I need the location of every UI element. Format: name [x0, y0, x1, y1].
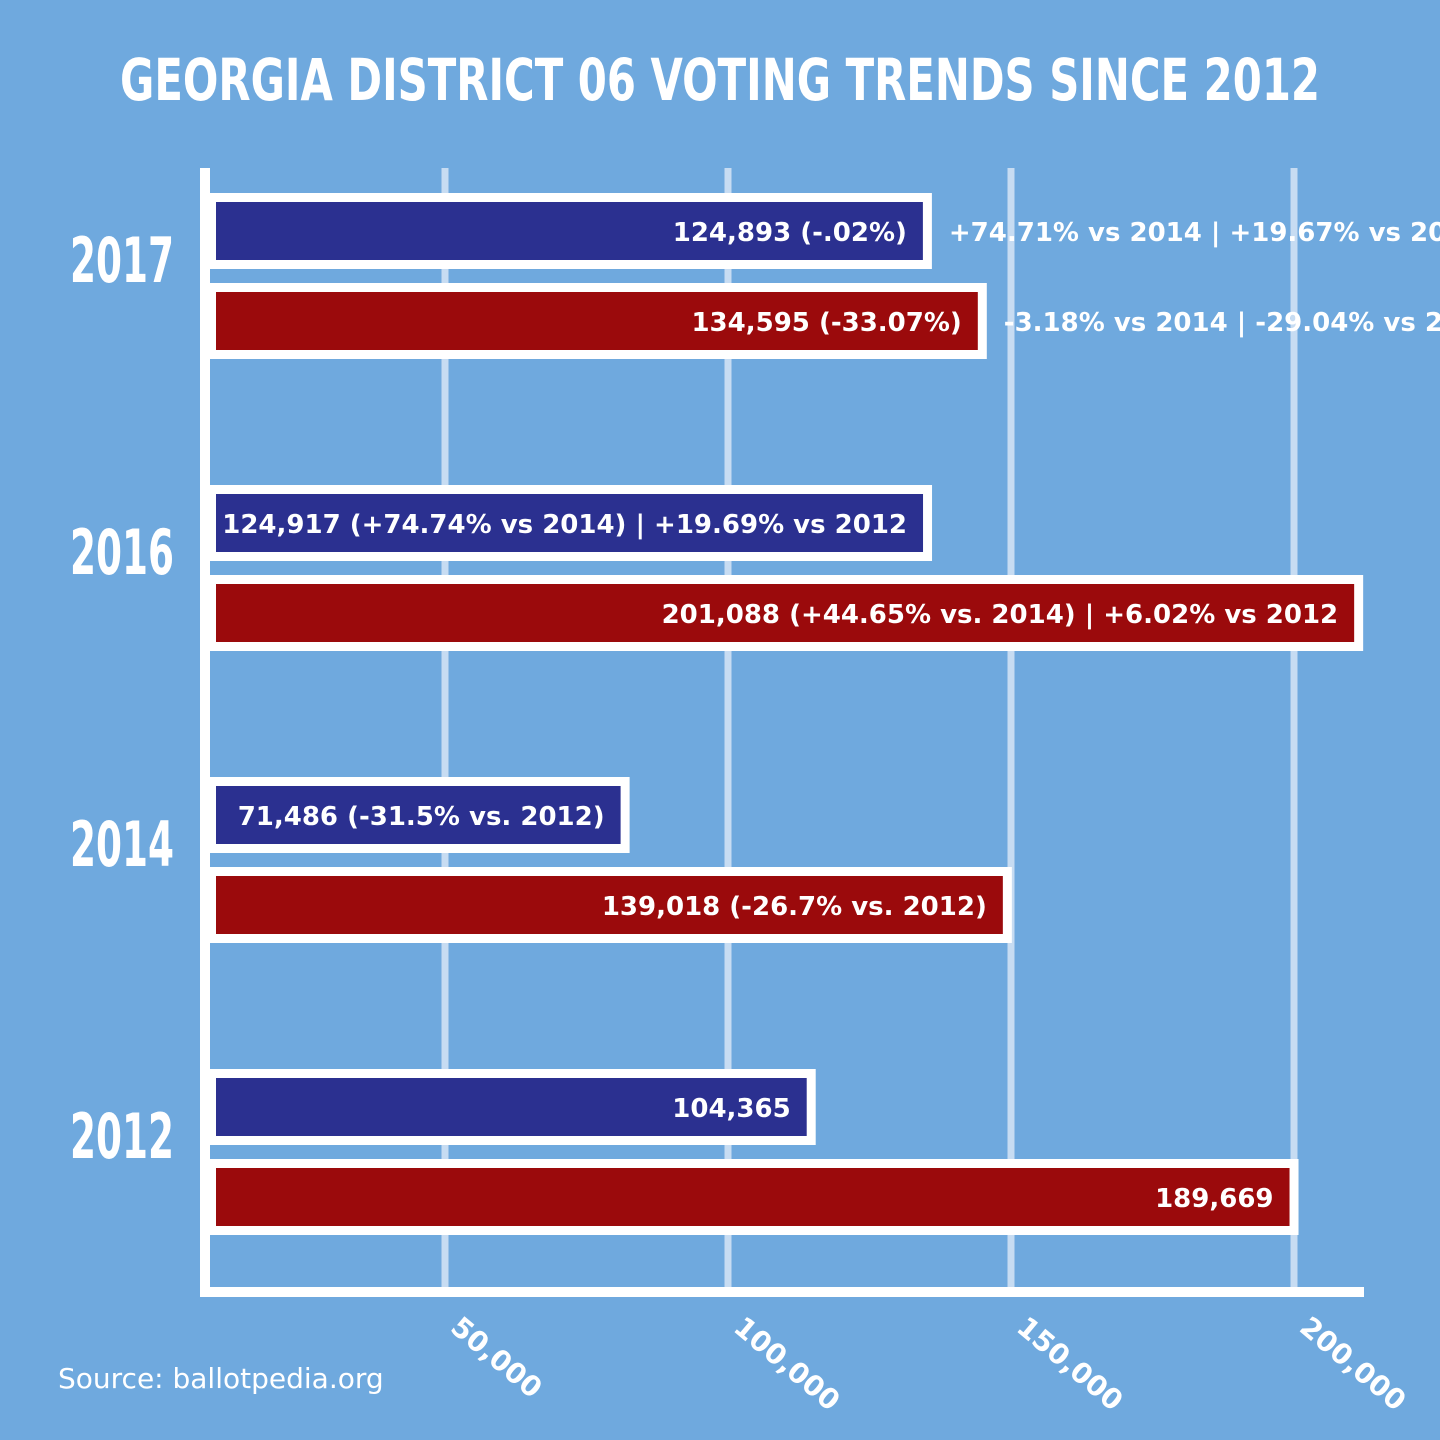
bar-value-label: 134,595 (-33.07%): [691, 308, 961, 338]
source-note: Source: ballotpedia.org: [58, 1362, 384, 1395]
axes: [200, 168, 1364, 1297]
bar-value-label: 124,917 (+74.74% vs 2014) | +19.69% vs 2…: [222, 510, 907, 540]
bar-2017-blue: [216, 202, 923, 260]
year-label-2016: 2016: [70, 516, 174, 589]
bar-2017-red: [216, 292, 978, 350]
bars: 124,893 (-.02%) +74.71% vs 2014 | +19.67%…: [207, 193, 1440, 1235]
chart-title: GEORGIA DISTRICT 06 VOTING TRENDS SINCE …: [120, 46, 1320, 114]
year-label-2012: 2012: [70, 1100, 174, 1173]
bar-value-label: 189,669: [1155, 1184, 1273, 1214]
bar-value-label: 201,088 (+44.65% vs. 2014) | +6.02% vs 2…: [662, 600, 1339, 630]
bar-value-label: 71,486 (-31.5% vs. 2012): [238, 802, 605, 832]
bar-value-label: 104,365: [672, 1094, 790, 1124]
bar-2012-blue: [216, 1078, 807, 1136]
bar-value-label: 139,018 (-26.7% vs. 2012): [602, 892, 987, 922]
year-label-2014: 2014: [70, 808, 174, 881]
year-label-2017: 2017: [70, 224, 174, 297]
bar-2012-red: [216, 1168, 1290, 1226]
bar-value-label: 124,893 (-.02%): [673, 218, 907, 248]
bar-2014-blue: [216, 786, 621, 844]
bar-2014-red: [216, 876, 1003, 934]
bar-2016-red: [216, 584, 1355, 642]
bar-change-note: +74.71% vs 2014 | +19.67% vs 2012: [949, 218, 1440, 248]
bar-2016-blue: [216, 494, 924, 552]
bar-change-note: -3.18% vs 2014 | -29.04% vs 2012: [1004, 308, 1440, 338]
year-labels: 2017 2016 2014 2012: [70, 224, 174, 1173]
